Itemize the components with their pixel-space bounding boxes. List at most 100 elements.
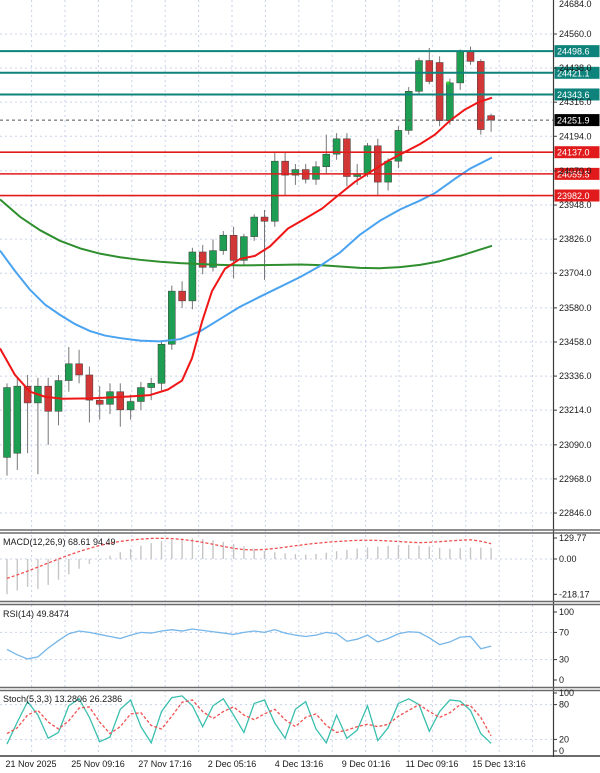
candle bbox=[322, 153, 331, 167]
candle bbox=[384, 160, 392, 183]
rsi-line bbox=[6, 628, 492, 660]
candle bbox=[374, 145, 382, 183]
candle bbox=[168, 290, 176, 345]
candle bbox=[23, 385, 32, 404]
candle bbox=[44, 385, 52, 412]
time-label: 27 Nov 17:16 bbox=[138, 759, 192, 769]
candle bbox=[425, 60, 434, 82]
svg-text:23580.0: 23580.0 bbox=[559, 303, 592, 313]
price-badge-24498.6: 24498.6 bbox=[554, 45, 600, 58]
svg-text:24343.6: 24343.6 bbox=[557, 90, 590, 100]
svg-text:22846.0: 22846.0 bbox=[559, 508, 592, 518]
time-axis-labels: 21 Nov 2025 25 Nov 09:16 27 Nov 17:16 2 Dec… bbox=[5, 759, 525, 769]
time-label: 25 Nov 09:16 bbox=[71, 759, 125, 769]
candle bbox=[188, 251, 197, 302]
candle bbox=[240, 236, 248, 261]
time-label: 11 Dec 09:16 bbox=[406, 759, 459, 769]
svg-text:30: 30 bbox=[559, 655, 569, 665]
svg-text:0: 0 bbox=[559, 675, 564, 685]
candle bbox=[291, 169, 300, 176]
candle bbox=[116, 391, 125, 411]
svg-text:24137.0: 24137.0 bbox=[557, 148, 590, 158]
candle bbox=[209, 250, 217, 268]
macd-signal-line bbox=[6, 537, 492, 580]
svg-text:24070.0: 24070.0 bbox=[559, 166, 592, 176]
price-badge-24421.1: 24421.1 bbox=[554, 66, 600, 79]
svg-text:24438.0: 24438.0 bbox=[559, 63, 592, 73]
svg-text:23336.0: 23336.0 bbox=[559, 371, 592, 381]
candle bbox=[54, 380, 63, 412]
svg-text:23704.0: 23704.0 bbox=[559, 268, 592, 278]
svg-text:-218.17: -218.17 bbox=[559, 589, 590, 599]
time-label: 21 Nov 2025 bbox=[5, 759, 56, 769]
svg-text:23948.0: 23948.0 bbox=[559, 200, 592, 210]
candle bbox=[394, 130, 403, 162]
candle bbox=[477, 61, 485, 130]
gridlines bbox=[0, 0, 553, 756]
time-label: 4 Dec 13:16 bbox=[275, 759, 324, 769]
candle bbox=[312, 166, 320, 180]
candle bbox=[260, 216, 269, 222]
price-badge-23982.0: 23982.0 bbox=[554, 189, 600, 202]
candle bbox=[415, 60, 423, 92]
candle bbox=[147, 383, 155, 388]
ma-mid-blue-line bbox=[0, 156, 493, 343]
candle bbox=[219, 234, 228, 251]
candle bbox=[487, 115, 495, 121]
stoch-d-line bbox=[6, 699, 492, 737]
candle bbox=[271, 160, 279, 222]
price-axis-ticks: 24684.0 24560.0 24438.0 24316.0 24194.0 24070… bbox=[553, 0, 592, 518]
candle bbox=[65, 363, 73, 381]
svg-text:100: 100 bbox=[559, 688, 574, 698]
candle bbox=[404, 91, 413, 131]
price-badge-24137.0: 24137.0 bbox=[554, 146, 600, 159]
svg-text:23214.0: 23214.0 bbox=[559, 405, 592, 415]
svg-text:24251.9: 24251.9 bbox=[557, 116, 590, 126]
candle bbox=[363, 145, 372, 174]
candle bbox=[435, 62, 444, 121]
candle bbox=[446, 82, 454, 121]
svg-text:80: 80 bbox=[559, 700, 569, 710]
rsi-axis: 100 70 30 0 bbox=[553, 607, 574, 685]
svg-text:0.00: 0.00 bbox=[559, 554, 577, 564]
svg-text:70: 70 bbox=[559, 627, 569, 637]
svg-text:129.77: 129.77 bbox=[559, 533, 587, 543]
time-label: 9 Dec 01:16 bbox=[342, 759, 391, 769]
time-label: 15 Dec 13:16 bbox=[472, 759, 526, 769]
svg-text:24498.6: 24498.6 bbox=[557, 47, 590, 57]
candle bbox=[95, 399, 104, 405]
svg-text:23982.0: 23982.0 bbox=[557, 191, 590, 201]
rsi-label: RSI(14) 49.8474 bbox=[3, 609, 70, 619]
svg-text:20: 20 bbox=[559, 734, 569, 744]
macd-label: MACD(12,26,9) 68.61 94.49 bbox=[3, 537, 116, 547]
candle bbox=[250, 216, 258, 237]
price-badge-24343.6: 24343.6 bbox=[554, 88, 600, 101]
stoch-label: Stoch(5,3,3) 13.2806 26.2386 bbox=[3, 694, 123, 704]
svg-text:23090.0: 23090.0 bbox=[559, 440, 592, 450]
ma-fast-red-line bbox=[0, 96, 493, 400]
time-label: 2 Dec 05:16 bbox=[208, 759, 257, 769]
svg-text:24684.0: 24684.0 bbox=[559, 0, 592, 9]
macd-axis: 129.77 0.00 -218.17 bbox=[553, 533, 590, 599]
price-badge-24059.5: 24059.5 bbox=[554, 167, 600, 180]
candlesticks bbox=[3, 46, 495, 476]
svg-text:22968.0: 22968.0 bbox=[559, 474, 592, 484]
candle bbox=[466, 51, 475, 62]
macd-histogram bbox=[6, 538, 492, 595]
stoch-axis: 100 80 20 0 bbox=[553, 688, 574, 756]
price-badge-24251.9: 24251.9 bbox=[554, 114, 600, 127]
svg-text:24560.0: 24560.0 bbox=[559, 29, 592, 39]
svg-text:100: 100 bbox=[559, 607, 574, 617]
ma-slow-green-line bbox=[0, 198, 493, 270]
svg-text:23458.0: 23458.0 bbox=[559, 337, 592, 347]
svg-text:0: 0 bbox=[559, 746, 564, 756]
candle bbox=[126, 401, 135, 411]
svg-text:24316.0: 24316.0 bbox=[559, 97, 592, 107]
chart-marker bbox=[446, 81, 450, 85]
svg-text:24059.5: 24059.5 bbox=[557, 169, 590, 179]
candle bbox=[157, 343, 166, 384]
svg-text:24421.1: 24421.1 bbox=[557, 68, 590, 78]
candle bbox=[343, 138, 351, 177]
